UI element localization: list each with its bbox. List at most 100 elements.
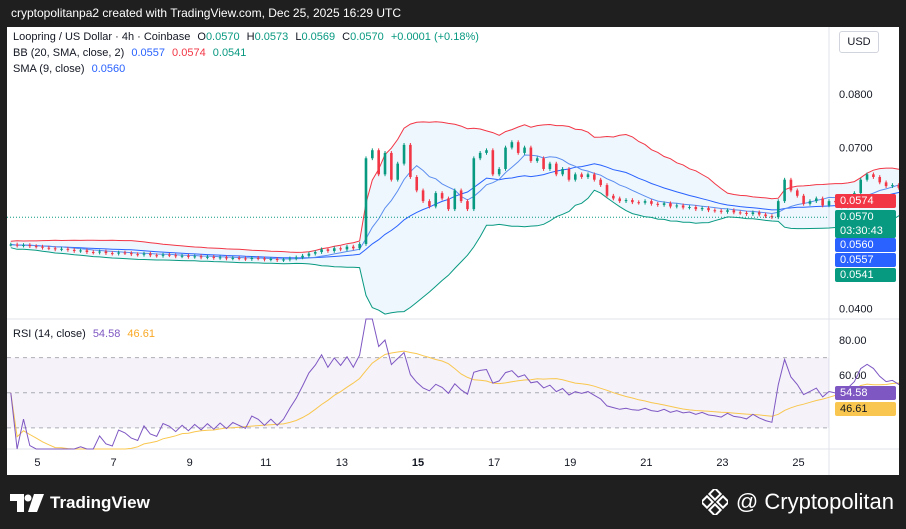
candle-body [523,147,526,153]
candle-body [409,144,412,178]
open-value: 0.0570 [205,31,240,43]
candle-body [573,174,577,180]
candle-body [358,243,361,249]
candle-body [669,203,672,207]
rsi-value: 54.58 [92,328,121,340]
candle-body [580,174,583,178]
candle-body [218,257,222,259]
candle-body [117,252,120,254]
candle-body [453,190,457,210]
candle-body [237,257,241,259]
candle-body [275,258,279,261]
candle-body [548,163,552,169]
sma-line [10,154,899,260]
candle-body [497,168,501,175]
rsi-ma-value: 46.61 [127,328,155,340]
tradingview-logo: TradingView [10,491,150,515]
sma-legend: SMA (9, close) 0.0560 [13,63,129,75]
candle-body [352,246,355,249]
time-axis-label: 19 [564,457,576,469]
candle-body [897,185,899,188]
candle-body [535,158,539,161]
time-axis-label: 7 [110,457,116,469]
candle-body [15,244,19,246]
candle-body [421,190,425,202]
candle-body [751,212,755,214]
candle-body [383,152,387,175]
currency-button[interactable]: USD [839,31,879,53]
binance-diamond-icon [701,489,728,515]
candle-body [694,207,698,210]
candle-body [231,257,235,259]
candle-body [764,214,767,217]
candle-body [738,212,742,214]
candle-body [675,205,679,207]
time-axis-label: 17 [488,457,500,469]
candle-body [618,198,621,202]
time-axis-label: 23 [716,457,728,469]
candle-body [345,246,349,250]
chart-frame[interactable]: 0.09000.08000.07000.04005791113151719212… [7,27,899,475]
candle-body [478,152,482,159]
rsi-ma-tag: 46.61 [835,402,896,416]
candle-body [41,246,44,248]
rsi-ma-line [10,350,899,450]
symbol-legend: Loopring / US Dollar · 4h · Coinbase O0.… [13,31,483,43]
candle-body [28,245,32,247]
bb-upper-tag: 0.0574 [835,194,896,208]
close-label: C [342,31,351,43]
candle-body [53,248,57,250]
candle-body [713,210,717,212]
bb-fill [10,121,899,315]
candle-body [510,142,514,148]
candle-body [371,150,374,159]
rsi-legend: RSI (14, close) 54.58 46.61 [13,328,159,340]
sma-label: SMA (9, close) [13,63,85,75]
rsi-axis-label: 60.00 [839,370,867,382]
candle-body [250,257,254,259]
candle-body [593,174,596,180]
candle-body [142,253,146,255]
bb-legend: BB (20, SMA, close, 2) 0.0557 0.0574 0.0… [13,47,250,59]
cryptopolitan-brand: @ Cryptopolitan [701,487,894,517]
candle-body [472,158,476,210]
close-value: 0.0570 [350,31,384,43]
symbol-name: Loopring / US Dollar · 4h · Coinbase [13,31,191,43]
candle-body [193,256,197,258]
candle-body [326,249,330,251]
candle-body [542,158,545,169]
candle-body [485,150,488,153]
bb-basis-line [10,163,899,259]
candle-body [396,163,400,180]
candle-body [244,258,247,260]
chart-canvas[interactable]: 0.09000.08000.07000.04005791113151719212… [7,27,899,475]
low-value: 0.0569 [301,31,336,43]
candle-body [187,255,190,257]
candle-body [66,248,70,250]
candle-body [339,248,342,250]
candle-body [504,147,507,169]
candle-body [878,177,882,183]
candle-body [22,245,25,247]
candle-body [269,258,273,260]
candle-body [516,142,520,153]
bb-label: BB (20, SMA, close, 2) [13,47,125,59]
candle-body [688,207,691,209]
candle-body [776,201,780,218]
candle-body [85,250,89,253]
bb-lower-value: 0.0541 [212,47,247,59]
candle-body [726,210,729,212]
candle-body [282,259,285,261]
candle-body [795,190,799,196]
candle-body [263,258,266,260]
countdown: 03:30:43 [840,225,883,237]
candle-body [612,195,615,199]
rsi-tag: 54.58 [835,386,896,400]
price-axis-label: 0.0400 [839,303,873,315]
candle-body [377,150,380,175]
attribution-header: cryptopolitanpa2 created with TradingVie… [11,6,401,20]
candle-body [808,201,812,204]
candle-body [554,163,558,175]
candle-body [891,185,894,187]
candle-body [491,150,495,175]
